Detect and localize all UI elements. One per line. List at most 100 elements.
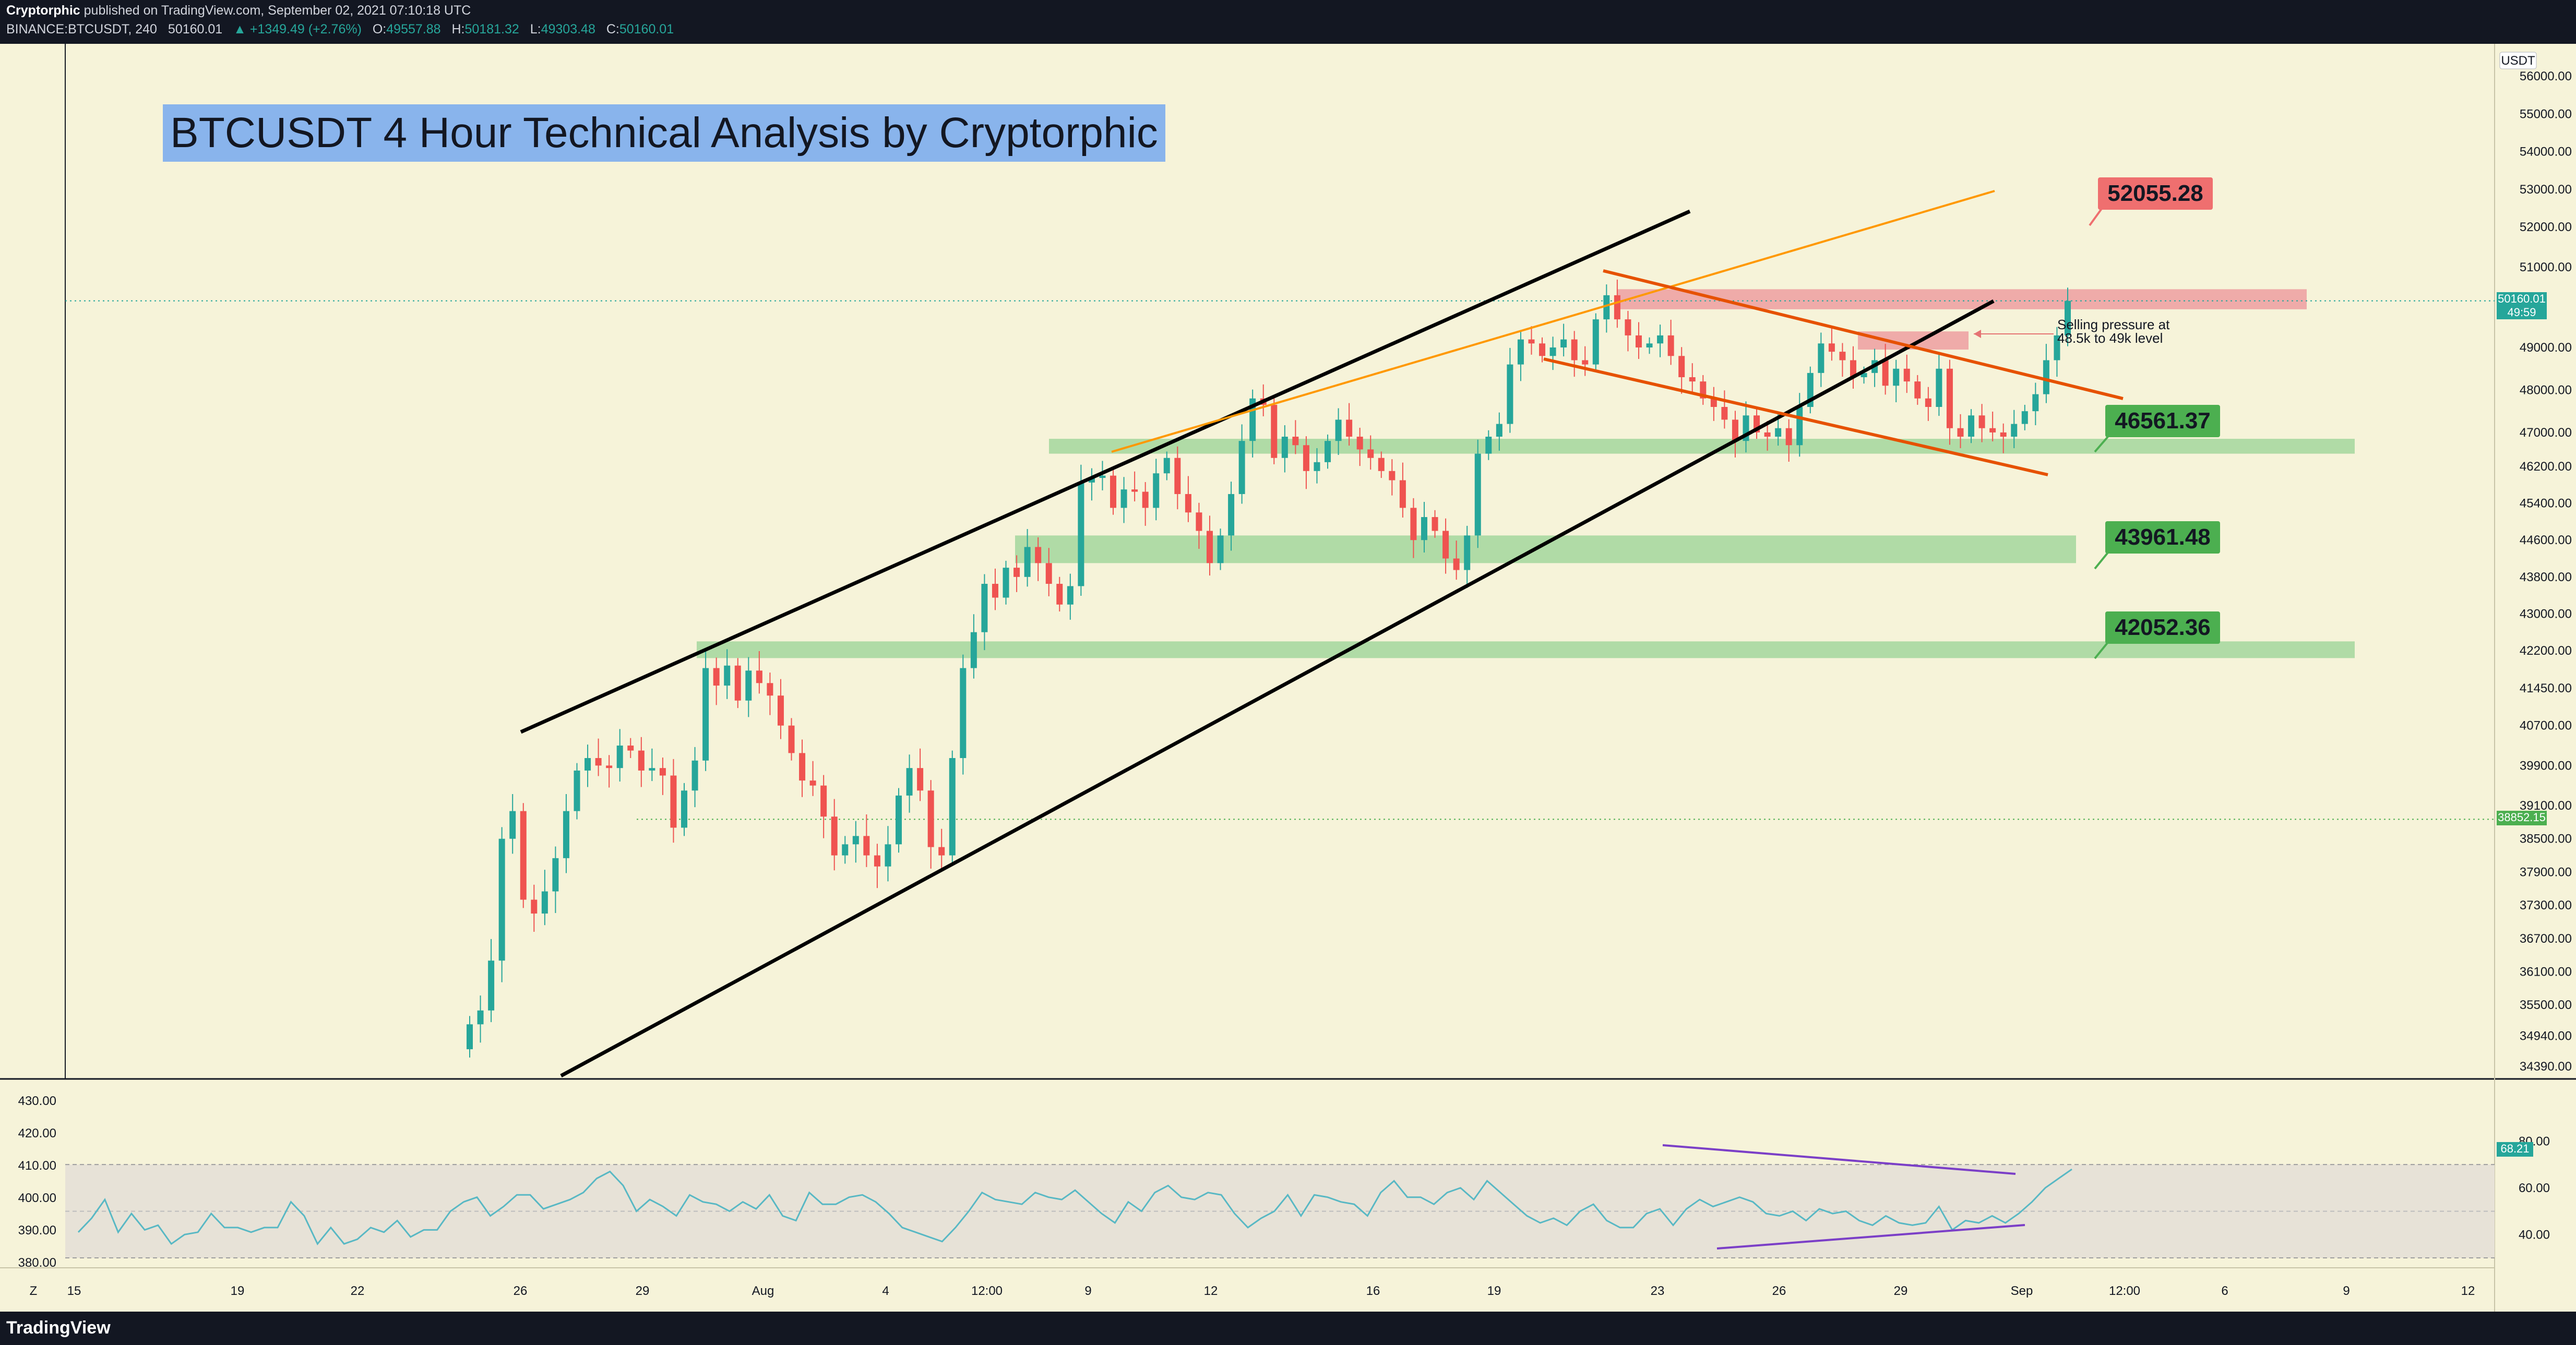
- rsi-pane: 80.0060.0040.00430.00420.00410.00400.003…: [18, 1094, 2550, 1270]
- candle-body: [467, 1024, 473, 1050]
- publish-info: Cryptorphic published on TradingView.com…: [6, 3, 471, 18]
- last-price-tag-value: 50160.01: [2498, 292, 2546, 305]
- selling-pressure-note-line1: Selling pressure at: [2057, 317, 2170, 332]
- rsi-tick-label: 60.00: [2519, 1181, 2550, 1195]
- x-tick-label: 4: [882, 1284, 889, 1298]
- candle-body: [734, 665, 741, 701]
- candle-body: [949, 758, 956, 856]
- candle-body: [756, 670, 762, 683]
- candle-body: [1153, 473, 1160, 508]
- published-text: published on TradingView.com, September …: [84, 3, 471, 18]
- candle-body: [1764, 432, 1771, 437]
- y-tick-label: 34940.00: [2520, 1029, 2572, 1043]
- candle-body: [541, 891, 548, 914]
- candle-body: [1453, 558, 1460, 570]
- candle-body: [1163, 458, 1170, 474]
- candle-body: [1292, 437, 1299, 446]
- candle-body: [960, 668, 967, 758]
- candle-body: [595, 758, 602, 766]
- candle-body: [1367, 449, 1374, 458]
- x-tick-label: 26: [1772, 1284, 1786, 1298]
- channel-upper-line: [520, 209, 1691, 734]
- candle-body: [1196, 512, 1202, 531]
- y-tick-label: 34390.00: [2520, 1060, 2572, 1074]
- candle-body: [788, 725, 795, 753]
- support-zone: [1015, 535, 2076, 563]
- candle-body: [585, 758, 591, 771]
- candle-body: [713, 668, 720, 686]
- x-tick-label: 9: [1084, 1284, 1091, 1298]
- candle-body: [1099, 475, 1106, 478]
- candle-body: [1603, 295, 1610, 320]
- candle-body: [1957, 428, 1964, 437]
- candle-body: [1142, 491, 1149, 508]
- tradingview-logo[interactable]: TradingView: [6, 1318, 111, 1338]
- candle-body: [1914, 381, 1921, 399]
- low-value: 49303.48: [541, 22, 595, 37]
- candle-body: [1785, 428, 1792, 446]
- rsi-line: [77, 1168, 2072, 1245]
- time-axis[interactable]: 15 19 22 26 29 Aug 4 12:00 9 12 16 19 23 26 29 Sep 12:00…: [30, 1284, 2475, 1298]
- candle-body: [1325, 441, 1331, 462]
- candle-body: [1968, 415, 1975, 437]
- x-tick-label: 29: [1894, 1284, 1908, 1298]
- candle-body: [1850, 360, 1856, 377]
- trendlines-layer: [520, 190, 2124, 1078]
- chart-title: BTCUSDT 4 Hour Technical Analysis by Cry…: [163, 104, 1165, 162]
- y-tick-label: 46200.00: [2520, 460, 2572, 474]
- author-name[interactable]: Cryptorphic: [6, 3, 80, 18]
- candle-body: [1882, 360, 1889, 386]
- candle-body: [1389, 471, 1396, 481]
- candle-body: [1946, 368, 1953, 428]
- selling-pressure-note-line2: 48.5k to 49k level: [2057, 330, 2163, 346]
- candle-body: [1978, 415, 1985, 428]
- y-tick-label: 39900.00: [2520, 759, 2572, 773]
- candle-body: [2000, 432, 2007, 437]
- symbol-label[interactable]: BINANCE:BTCUSDT, 240: [6, 22, 157, 37]
- close-label: C:: [606, 22, 619, 37]
- candle-body: [1399, 480, 1406, 508]
- candle-body: [1474, 453, 1481, 536]
- candles-layer: [467, 279, 2071, 1058]
- level-support-46561: 46561.37: [2105, 405, 2220, 437]
- candle-body: [1528, 339, 1535, 344]
- price-chart[interactable]: 80.0060.0040.00430.00420.00410.00400.003…: [0, 44, 2576, 1312]
- candle-body: [1271, 404, 1278, 458]
- candle-body: [1496, 424, 1502, 437]
- candle-body: [1045, 563, 1052, 584]
- candle-body: [520, 811, 527, 900]
- candle-body: [1024, 547, 1031, 577]
- candle-body: [681, 790, 688, 828]
- candle-body: [970, 632, 977, 668]
- candle-body: [1861, 373, 1867, 377]
- y-tick-label: 44600.00: [2520, 533, 2572, 547]
- candle-body: [2032, 394, 2039, 412]
- candle-body: [2043, 360, 2049, 394]
- candle-body: [820, 785, 827, 817]
- footer-bar: TradingView: [0, 1312, 2576, 1345]
- candle-body: [1539, 343, 1546, 356]
- candle-body: [1689, 377, 1696, 382]
- candle-body: [1035, 547, 1042, 563]
- candle-body: [638, 750, 645, 771]
- level-target-52055: 52055.28: [2098, 177, 2213, 210]
- candle-body: [1013, 568, 1020, 577]
- currency-label: USDT: [2501, 54, 2535, 68]
- y-tick-label: 42200.00: [2520, 644, 2572, 658]
- candle-body: [1818, 343, 1824, 373]
- x-tick-label: 9: [2343, 1284, 2350, 1298]
- price-axis[interactable]: 56000.00 55000.00 54000.00 53000.00 52000.00…: [2520, 69, 2572, 1074]
- candle-body: [1314, 462, 1320, 471]
- candle-body: [2054, 335, 2060, 361]
- y-tick-label: 56000.00: [2520, 69, 2572, 83]
- y-tick-label: 36100.00: [2520, 965, 2572, 979]
- candle-body: [1549, 347, 1556, 356]
- x-tick-label: 12:00: [971, 1284, 1003, 1298]
- candle-body: [1635, 335, 1642, 347]
- candle-body: [1056, 584, 1063, 605]
- candle-body: [831, 816, 838, 856]
- candle-body: [1582, 360, 1589, 365]
- y-tick-label: 54000.00: [2520, 145, 2572, 159]
- candle-body: [1088, 478, 1095, 483]
- y-tick-label: 43000.00: [2520, 607, 2572, 621]
